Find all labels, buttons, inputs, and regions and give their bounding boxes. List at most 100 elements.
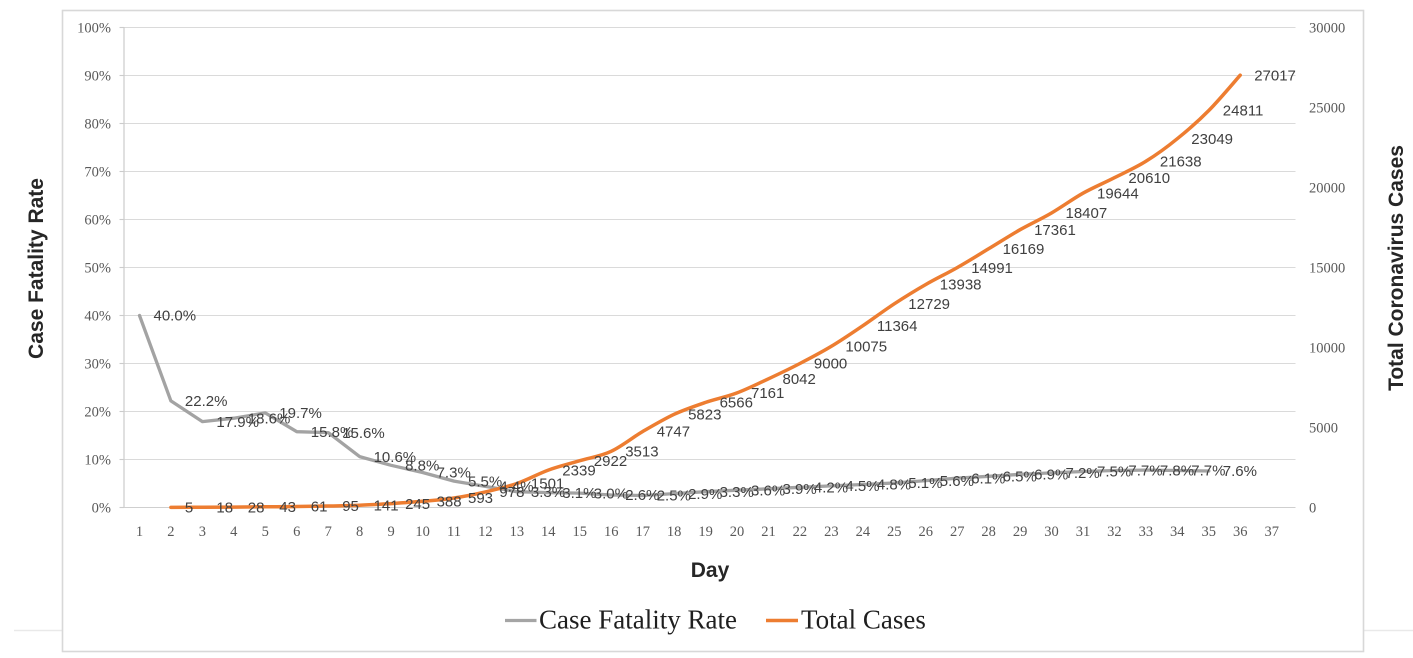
svg-text:20: 20 [730, 524, 745, 540]
svg-text:28: 28 [981, 524, 996, 540]
svg-text:50%: 50% [84, 261, 111, 277]
svg-text:24811: 24811 [1223, 103, 1264, 120]
svg-text:8042: 8042 [783, 371, 816, 388]
svg-text:16: 16 [604, 524, 619, 540]
svg-text:3.3%: 3.3% [531, 484, 565, 501]
svg-text:4: 4 [230, 524, 238, 540]
svg-text:18: 18 [216, 499, 233, 516]
svg-text:35: 35 [1202, 524, 1217, 540]
svg-text:7.5%: 7.5% [1097, 464, 1131, 481]
svg-text:6.5%: 6.5% [1003, 469, 1037, 486]
svg-text:27: 27 [950, 524, 965, 540]
svg-text:7161: 7161 [751, 385, 784, 402]
svg-text:30: 30 [1044, 524, 1059, 540]
svg-text:32: 32 [1107, 524, 1122, 540]
svg-text:4.5%: 4.5% [845, 478, 879, 495]
svg-text:245: 245 [405, 496, 430, 513]
svg-text:1501: 1501 [531, 476, 564, 493]
svg-text:18.6%: 18.6% [248, 410, 291, 427]
svg-text:3.1%: 3.1% [562, 485, 596, 502]
svg-text:20%: 20% [84, 405, 111, 421]
svg-text:61: 61 [311, 499, 328, 516]
svg-text:3.0%: 3.0% [594, 485, 628, 502]
svg-text:2.5%: 2.5% [657, 488, 691, 505]
svg-text:5.1%: 5.1% [908, 475, 942, 492]
svg-text:Total Coronavirus Cases: Total Coronavirus Cases [1385, 145, 1408, 391]
svg-text:23049: 23049 [1191, 131, 1233, 148]
svg-text:17: 17 [635, 524, 650, 540]
svg-text:30%: 30% [84, 357, 111, 373]
svg-text:10075: 10075 [845, 339, 887, 356]
svg-text:15: 15 [573, 524, 588, 540]
svg-text:10.6%: 10.6% [374, 449, 417, 466]
svg-text:6.1%: 6.1% [971, 470, 1005, 487]
svg-text:34: 34 [1170, 524, 1185, 540]
svg-text:388: 388 [437, 494, 462, 511]
svg-text:23: 23 [824, 524, 839, 540]
svg-text:20000: 20000 [1309, 181, 1345, 197]
svg-text:28: 28 [248, 499, 265, 516]
svg-text:7: 7 [325, 524, 332, 540]
svg-text:19: 19 [698, 524, 713, 540]
svg-text:21: 21 [761, 524, 776, 540]
svg-text:37: 37 [1264, 524, 1279, 540]
svg-text:33: 33 [1139, 524, 1154, 540]
svg-text:27017: 27017 [1254, 67, 1296, 84]
svg-text:3.9%: 3.9% [783, 481, 817, 498]
svg-text:141: 141 [374, 497, 399, 514]
svg-text:70%: 70% [84, 165, 111, 181]
svg-text:7.2%: 7.2% [1066, 465, 1100, 482]
svg-text:10000: 10000 [1309, 341, 1345, 357]
svg-text:36: 36 [1233, 524, 1248, 540]
svg-text:31: 31 [1076, 524, 1091, 540]
svg-text:978: 978 [499, 484, 524, 501]
svg-text:1: 1 [136, 524, 143, 540]
svg-text:13: 13 [510, 524, 525, 540]
svg-text:2922: 2922 [594, 453, 627, 470]
svg-text:10%: 10% [84, 453, 111, 469]
svg-text:3.3%: 3.3% [720, 484, 754, 501]
svg-text:4.2%: 4.2% [814, 480, 848, 497]
svg-text:3513: 3513 [625, 444, 658, 461]
svg-text:20610: 20610 [1128, 170, 1170, 187]
svg-text:2.6%: 2.6% [625, 487, 659, 504]
svg-text:7.3%: 7.3% [437, 465, 471, 482]
svg-text:9: 9 [387, 524, 394, 540]
svg-text:7.7%: 7.7% [1128, 463, 1162, 480]
svg-text:12: 12 [478, 524, 493, 540]
svg-text:24: 24 [856, 524, 871, 540]
svg-text:18407: 18407 [1066, 205, 1108, 222]
svg-text:4.8%: 4.8% [877, 477, 911, 494]
svg-text:13938: 13938 [940, 277, 982, 294]
svg-text:16169: 16169 [1003, 241, 1045, 258]
svg-text:593: 593 [468, 490, 493, 507]
svg-text:2: 2 [167, 524, 174, 540]
svg-text:Case Fatality Rate: Case Fatality Rate [539, 605, 737, 635]
svg-text:14991: 14991 [971, 260, 1013, 277]
svg-text:21638: 21638 [1160, 154, 1202, 171]
svg-text:5.6%: 5.6% [940, 473, 974, 490]
svg-text:6.9%: 6.9% [1034, 467, 1068, 484]
svg-text:43: 43 [279, 499, 296, 516]
svg-text:Total Cases: Total Cases [801, 605, 926, 635]
svg-text:7.8%: 7.8% [1160, 462, 1194, 479]
svg-text:18: 18 [667, 524, 682, 540]
svg-text:100%: 100% [77, 21, 111, 37]
svg-text:95: 95 [342, 498, 359, 515]
svg-text:4747: 4747 [657, 424, 690, 441]
svg-text:17.9%: 17.9% [216, 414, 259, 431]
svg-text:8: 8 [356, 524, 363, 540]
svg-text:29: 29 [1013, 524, 1028, 540]
svg-text:30000: 30000 [1309, 21, 1345, 37]
svg-text:90%: 90% [84, 69, 111, 85]
svg-text:11364: 11364 [877, 318, 918, 335]
svg-text:25000: 25000 [1309, 101, 1345, 117]
svg-text:15.6%: 15.6% [342, 425, 385, 442]
svg-text:80%: 80% [84, 117, 111, 133]
svg-text:40.0%: 40.0% [154, 308, 197, 325]
svg-text:40%: 40% [84, 309, 111, 325]
svg-text:0: 0 [1309, 501, 1316, 517]
svg-text:19644: 19644 [1097, 185, 1139, 202]
svg-text:2339: 2339 [562, 462, 595, 479]
svg-text:6566: 6566 [720, 395, 753, 412]
